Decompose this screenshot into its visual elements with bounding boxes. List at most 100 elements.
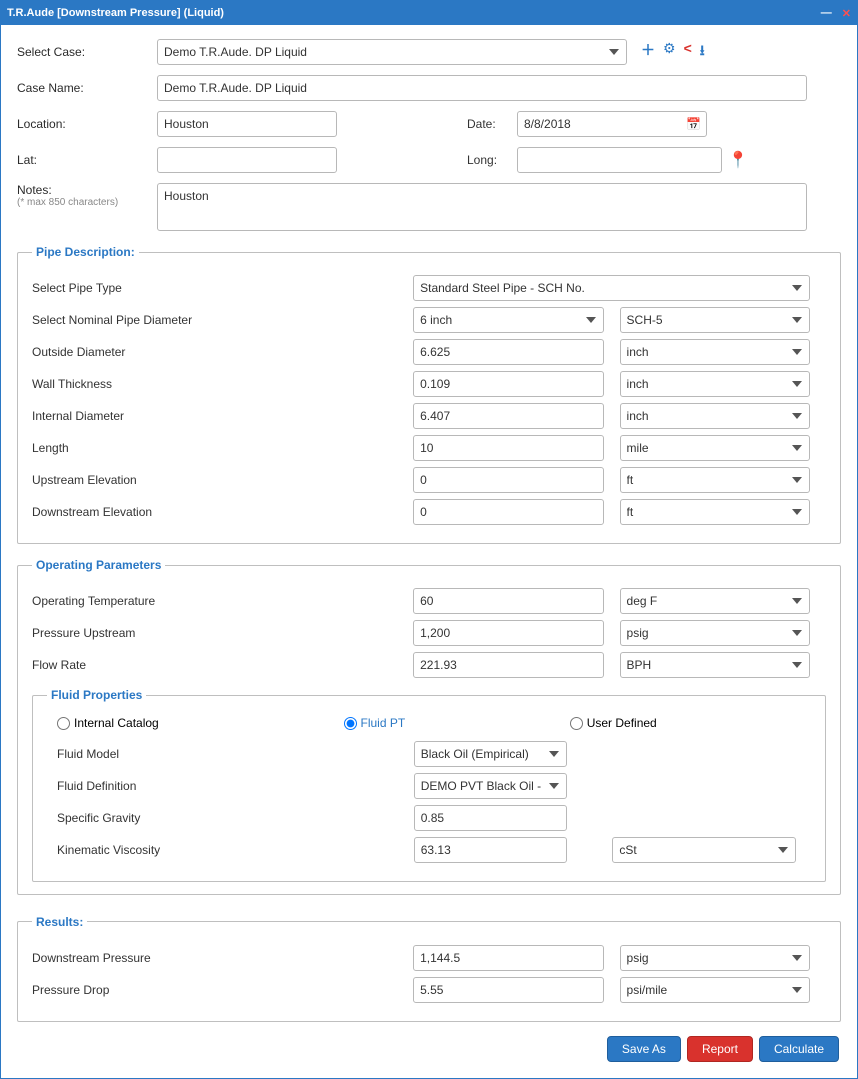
- temp-input[interactable]: [413, 588, 604, 614]
- date-field: 📅: [517, 111, 707, 137]
- long-label: Long:: [467, 153, 517, 167]
- notes-label: Notes:: [17, 183, 157, 197]
- nominal-select[interactable]: 6 inch: [413, 307, 604, 333]
- id-input[interactable]: [413, 403, 604, 429]
- window-controls: — ✕: [821, 7, 851, 20]
- fr-input[interactable]: [413, 652, 604, 678]
- de-label: Downstream Elevation: [32, 505, 413, 519]
- fr-label: Flow Rate: [32, 658, 413, 672]
- calculate-button[interactable]: Calculate: [759, 1036, 839, 1062]
- case-name-input[interactable]: [157, 75, 807, 101]
- fr-unit-select[interactable]: BPH: [620, 652, 811, 678]
- window-title: T.R.Aude [Downstream Pressure] (Liquid): [7, 7, 224, 19]
- radio-internal-catalog[interactable]: Internal Catalog: [57, 716, 159, 730]
- operating-params-fieldset: Operating Parameters Operating Temperatu…: [17, 558, 841, 895]
- notes-sublabel: (* max 850 characters): [17, 197, 157, 208]
- radio-user-defined-input[interactable]: [570, 717, 583, 730]
- od-input: [413, 339, 604, 365]
- button-bar: Save As Report Calculate: [17, 1036, 839, 1062]
- kv-label: Kinematic Viscosity: [47, 843, 414, 857]
- pd-unit-select[interactable]: psi/mile: [620, 977, 811, 1003]
- results-fieldset: Results: Downstream Pressure psig Pressu…: [17, 915, 841, 1022]
- location-input[interactable]: [157, 111, 337, 137]
- notes-textarea[interactable]: Houston: [157, 183, 807, 231]
- len-input[interactable]: [413, 435, 604, 461]
- titlebar: T.R.Aude [Downstream Pressure] (Liquid) …: [1, 1, 857, 25]
- row-downstream-pressure: Downstream Pressure psig: [32, 945, 826, 971]
- od-unit-select[interactable]: inch: [620, 339, 811, 365]
- sch-select[interactable]: SCH-5: [620, 307, 811, 333]
- minimize-icon[interactable]: —: [821, 7, 832, 19]
- row-pipe-type: Select Pipe Type Standard Steel Pipe - S…: [32, 275, 826, 301]
- long-input[interactable]: [517, 147, 722, 173]
- ue-unit-select[interactable]: ft: [620, 467, 811, 493]
- ue-input[interactable]: [413, 467, 604, 493]
- download-icon[interactable]: ⭳: [700, 40, 705, 64]
- row-upstream-elev: Upstream Elevation ft: [32, 467, 826, 493]
- row-lat-long: Lat: Long: 📍: [17, 147, 841, 173]
- wt-unit-select[interactable]: inch: [620, 371, 811, 397]
- wt-label: Wall Thickness: [32, 377, 413, 391]
- dp-label: Downstream Pressure: [32, 951, 413, 965]
- def-label: Fluid Definition: [47, 779, 414, 793]
- notes-label-wrap: Notes: (* max 850 characters): [17, 183, 157, 208]
- sg-label: Specific Gravity: [47, 811, 414, 825]
- kv-unit-select[interactable]: cSt: [612, 837, 795, 863]
- row-fluid-model: Fluid Model Black Oil (Empirical): [47, 741, 811, 767]
- nominal-label: Select Nominal Pipe Diameter: [32, 313, 413, 327]
- row-fluid-definition: Fluid Definition DEMO PVT Black Oil - DE…: [47, 773, 811, 799]
- temp-unit-select[interactable]: deg F: [620, 588, 811, 614]
- de-unit-select[interactable]: ft: [620, 499, 811, 525]
- row-internal-diameter: Internal Diameter inch: [32, 403, 826, 429]
- row-flow-rate: Flow Rate BPH: [32, 652, 826, 678]
- op-legend: Operating Parameters: [32, 558, 165, 572]
- row-kinematic-viscosity: Kinematic Viscosity cSt: [47, 837, 811, 863]
- case-action-icons: ＋ ⚙ < ⭳: [641, 40, 705, 64]
- radio-fluid-pt[interactable]: Fluid PT: [344, 716, 406, 730]
- radio-user-defined[interactable]: User Defined: [570, 716, 657, 730]
- date-input[interactable]: [517, 111, 707, 137]
- select-case-label: Select Case:: [17, 45, 157, 59]
- select-case-dropdown[interactable]: Demo T.R.Aude. DP Liquid: [157, 39, 627, 65]
- temp-label: Operating Temperature: [32, 594, 413, 608]
- fluid-source-radio-row: Internal Catalog Fluid PT User Defined: [57, 716, 811, 733]
- pipe-type-select[interactable]: Standard Steel Pipe - SCH No.: [413, 275, 810, 301]
- radio-internal-catalog-input[interactable]: [57, 717, 70, 730]
- pu-label: Pressure Upstream: [32, 626, 413, 640]
- pu-input[interactable]: [413, 620, 604, 646]
- wt-input: [413, 371, 604, 397]
- lat-label: Lat:: [17, 153, 157, 167]
- row-pressure-upstream: Pressure Upstream psig: [32, 620, 826, 646]
- save-as-button[interactable]: Save As: [607, 1036, 681, 1062]
- pipe-legend: Pipe Description:: [32, 245, 139, 259]
- def-select[interactable]: DEMO PVT Black Oil - DEMO: [414, 773, 567, 799]
- dp-unit-select[interactable]: psig: [620, 945, 811, 971]
- model-select[interactable]: Black Oil (Empirical): [414, 741, 567, 767]
- date-label: Date:: [467, 117, 517, 131]
- location-label: Location:: [17, 117, 157, 131]
- pu-unit-select[interactable]: psig: [620, 620, 811, 646]
- share-icon[interactable]: <: [684, 40, 692, 64]
- pd-input: [413, 977, 604, 1003]
- row-specific-gravity: Specific Gravity: [47, 805, 811, 831]
- radio-fluid-pt-input[interactable]: [344, 717, 357, 730]
- add-icon[interactable]: ＋: [641, 40, 655, 64]
- de-input[interactable]: [413, 499, 604, 525]
- id-unit-select[interactable]: inch: [620, 403, 811, 429]
- case-name-label: Case Name:: [17, 81, 157, 95]
- dp-input: [413, 945, 604, 971]
- report-button[interactable]: Report: [687, 1036, 753, 1062]
- ue-label: Upstream Elevation: [32, 473, 413, 487]
- map-pin-icon[interactable]: 📍: [728, 150, 748, 170]
- pipe-type-label: Select Pipe Type: [32, 281, 413, 295]
- gear-icon[interactable]: ⚙: [663, 40, 676, 64]
- row-downstream-elev: Downstream Elevation ft: [32, 499, 826, 525]
- len-unit-select[interactable]: mile: [620, 435, 811, 461]
- lat-input[interactable]: [157, 147, 337, 173]
- row-wall-thickness: Wall Thickness inch: [32, 371, 826, 397]
- row-notes: Notes: (* max 850 characters) Houston: [17, 183, 841, 231]
- row-outside-diameter: Outside Diameter inch: [32, 339, 826, 365]
- close-icon[interactable]: ✕: [842, 7, 851, 20]
- row-select-case: Select Case: Demo T.R.Aude. DP Liquid ＋ …: [17, 39, 841, 65]
- id-label: Internal Diameter: [32, 409, 413, 423]
